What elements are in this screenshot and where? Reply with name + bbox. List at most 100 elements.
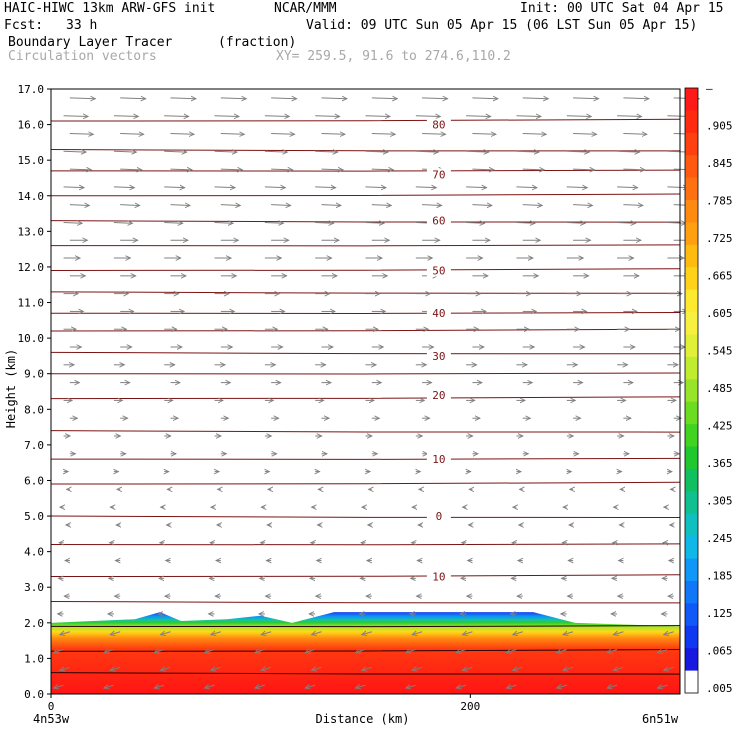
axes: 0.0 1.0 2.0 3.0 4.0 5.0 6.0 7.0 8.0 9.0 10.0 11.0 12… xyxy=(4,83,679,726)
wind-vector xyxy=(164,151,187,152)
contour-label-bg xyxy=(426,349,451,362)
y-tick-label: 14.0 xyxy=(18,190,45,203)
y-tick-label: 13.0 xyxy=(18,225,45,238)
contour-label: 10 xyxy=(432,453,445,466)
wind-vector xyxy=(154,685,165,688)
wind-vector xyxy=(557,650,567,653)
y-tick-label: 2.0 xyxy=(24,617,44,630)
y-tick-label: 0.0 xyxy=(24,688,44,701)
colorbar-label: – xyxy=(706,82,713,95)
wind-vector xyxy=(321,133,345,134)
colorbar-swatch xyxy=(685,670,698,694)
wind-vector xyxy=(264,151,288,152)
wind-vector xyxy=(607,685,618,688)
contour-line xyxy=(50,351,681,355)
x-axis-label: Distance (km) xyxy=(316,712,410,726)
wind-vector xyxy=(617,187,638,188)
colorbar-frame xyxy=(684,87,699,694)
y-tick-label: 12.0 xyxy=(18,261,45,274)
wind-vector xyxy=(161,632,171,635)
colorbar-swatch xyxy=(685,513,698,537)
colorbar-swatch xyxy=(685,200,698,223)
contour-label: 70 xyxy=(432,168,445,181)
wind-vector xyxy=(255,685,266,688)
wind-vector xyxy=(566,187,588,188)
wind-vector xyxy=(415,187,437,188)
wind-vector xyxy=(371,205,392,206)
wind-vector xyxy=(462,632,473,635)
wind-vector xyxy=(69,205,90,206)
wind-vector xyxy=(271,98,297,99)
field-name: Boundary Layer Tracer xyxy=(8,35,173,50)
wind-vector xyxy=(563,667,574,670)
wind-vector xyxy=(315,187,336,188)
contour-line xyxy=(50,625,681,628)
y-tick-label: 4.0 xyxy=(24,546,44,559)
wind-vector xyxy=(365,187,387,188)
wind-vector xyxy=(522,169,545,170)
wind-vector xyxy=(607,650,618,653)
contour-lines xyxy=(50,118,681,675)
wind-vector xyxy=(415,151,439,152)
colorbar-swatch xyxy=(685,244,698,268)
x-tick-label: 0 xyxy=(48,700,55,713)
wind-vector xyxy=(516,116,541,117)
contour-label: 0 xyxy=(436,510,443,523)
contour-labels: 80 70 60 50 40 30 20 10 0 10 xyxy=(426,118,451,584)
wind-vector xyxy=(214,116,240,117)
plot-frame xyxy=(50,88,681,695)
wind-vector xyxy=(506,685,517,688)
wind-vector xyxy=(573,205,593,206)
wind-vector xyxy=(422,98,448,99)
wind-vector xyxy=(164,187,185,188)
colorbar-swatch xyxy=(685,468,698,492)
wind-vector xyxy=(164,116,189,117)
colorbar-swatch xyxy=(685,155,698,179)
contour-label: 50 xyxy=(432,265,445,278)
colorbar-swatch xyxy=(685,334,698,358)
wind-vector xyxy=(664,667,674,670)
wind-vector xyxy=(371,98,398,99)
wind-vector xyxy=(522,133,547,134)
wind-vector xyxy=(466,187,487,188)
wind-vector xyxy=(271,205,291,206)
contour-label: 80 xyxy=(432,119,445,132)
colorbar-label: .425 xyxy=(706,420,733,433)
wind-vector xyxy=(516,222,535,223)
wind-vector xyxy=(261,632,272,635)
wind-vector xyxy=(371,133,396,134)
colorbar-swatch xyxy=(685,88,698,111)
contour-line xyxy=(50,481,681,485)
wind-vector xyxy=(220,133,245,134)
forecast-hours: 33 h xyxy=(66,18,98,33)
wind-vector xyxy=(563,632,574,635)
contour-label-bg xyxy=(426,264,451,277)
colorbar-swatch xyxy=(685,222,698,246)
x-end-location: 6n51w xyxy=(642,712,679,726)
wind-vector xyxy=(613,667,624,670)
wind-vector xyxy=(63,151,87,152)
wind-vector xyxy=(617,151,640,152)
wind-vector xyxy=(170,169,193,170)
wind-vector xyxy=(623,205,643,206)
field-units: (fraction) xyxy=(218,35,297,50)
wind-vector xyxy=(664,632,674,635)
wind-vector xyxy=(264,116,290,117)
wind-vector xyxy=(406,650,416,653)
wind-vector xyxy=(220,98,247,99)
wind-vector xyxy=(667,187,688,188)
wind-vector xyxy=(305,650,316,653)
wind-vector xyxy=(466,116,491,117)
colorbar-swatch xyxy=(685,625,698,649)
y-tick-label: 6.0 xyxy=(24,474,44,487)
contour-line xyxy=(50,118,681,122)
y-tick-label: 16.0 xyxy=(18,119,45,132)
contour-line xyxy=(50,515,681,518)
colorbar-swatch xyxy=(685,177,698,201)
y-tick-label: 3.0 xyxy=(24,581,44,594)
colorbar-swatch xyxy=(685,356,698,380)
wind-vector xyxy=(311,632,322,635)
contour-line xyxy=(50,220,681,223)
colorbar-swatch xyxy=(685,312,698,335)
contour-line xyxy=(50,372,681,375)
